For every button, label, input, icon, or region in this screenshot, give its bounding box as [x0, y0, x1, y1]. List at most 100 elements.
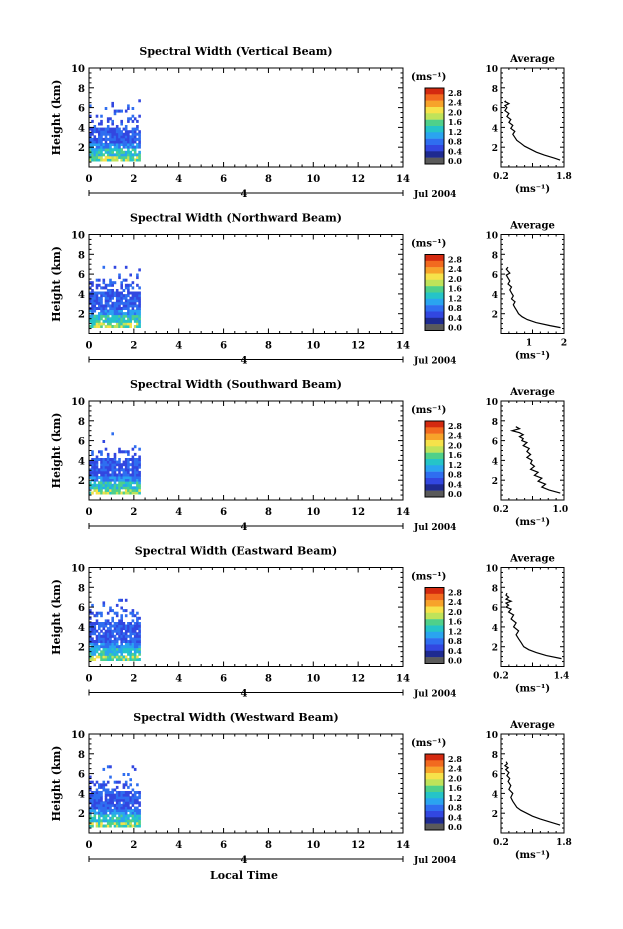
- heatmap-cell: [95, 629, 99, 633]
- heatmap-cell: [118, 622, 121, 625]
- heatmap-cell: [122, 634, 126, 638]
- heatmap-cell: [91, 476, 94, 479]
- heatmap-cell: [104, 788, 108, 792]
- heatmap-cell: [133, 140, 137, 144]
- heatmap-cell: [104, 491, 108, 495]
- heatmap-cell: [129, 481, 132, 485]
- heatmap-cell: [136, 317, 139, 321]
- colorbar-segment: [425, 94, 444, 101]
- heatmap-cell: [106, 819, 110, 823]
- heatmap-cell: [131, 132, 135, 136]
- heatmap-cell: [120, 317, 123, 321]
- heatmap-cell: [98, 317, 101, 321]
- heatmap-cell: [111, 289, 114, 292]
- heatmap-cell: [133, 806, 137, 810]
- heatmap-cell: [136, 811, 139, 815]
- heatmap-cell: [136, 624, 139, 628]
- heatmap-cell: [100, 488, 103, 492]
- heatmap-cell: [138, 99, 141, 103]
- x-tick-label: 4: [175, 674, 182, 685]
- heatmap-cell: [95, 645, 99, 649]
- heatmap-cell: [129, 143, 132, 146]
- heatmap-cell: [120, 140, 123, 144]
- heatmap-cell: [122, 476, 126, 479]
- heatmap-cell: [136, 819, 139, 823]
- heatmap-cell: [133, 816, 137, 820]
- heatmap-cell: [111, 814, 114, 818]
- x-tick-label: 2: [130, 507, 137, 518]
- heatmap-cell: [127, 627, 130, 631]
- heatmap-cell: [115, 135, 119, 139]
- heatmap-cell: [127, 824, 130, 828]
- heatmap-cell: [98, 299, 101, 303]
- heatmap-cell: [129, 309, 132, 313]
- heatmap-cell: [106, 325, 110, 328]
- heatmap-cell: [111, 137, 114, 141]
- y-axis-label: Height (km): [50, 413, 63, 489]
- heatmap-cell: [91, 127, 94, 131]
- heatmap-cell: [111, 793, 114, 797]
- heatmap-cell: [111, 465, 114, 469]
- heatmap-cell: [118, 458, 121, 461]
- profile-x-axis-label: (ms⁻¹): [515, 684, 550, 695]
- x-tick-label: 12: [351, 174, 365, 185]
- heatmap-cell: [138, 801, 141, 805]
- heatmap-cell: [109, 143, 112, 146]
- heatmap-cell: [113, 647, 117, 651]
- colorbar-segment: [425, 792, 444, 799]
- heatmap-cell: [102, 132, 106, 136]
- heatmap-cell: [100, 150, 103, 154]
- profile-x-tick-label: 0.2: [493, 838, 509, 848]
- heatmap-cell: [122, 304, 126, 308]
- heatmap-cell: [120, 143, 123, 146]
- heatmap-cell: [136, 283, 139, 287]
- colorbar-segment: [425, 478, 444, 485]
- heatmap-cell: [106, 158, 110, 162]
- heatmap-cell: [91, 158, 94, 162]
- heatmap-cell: [138, 793, 141, 797]
- colorbar-frame: [424, 254, 445, 331]
- heatmap-cell: [102, 481, 106, 485]
- heatmap-cell: [127, 309, 130, 313]
- heatmap-cell: [104, 655, 108, 659]
- heatmap-cell: [118, 793, 121, 797]
- heatmap-cell: [104, 796, 108, 800]
- heatmap-cell: [98, 325, 101, 328]
- colorbar-segment: [425, 811, 444, 818]
- colorbar-tick-label: 0.8: [448, 470, 462, 480]
- profile-y-tick-label: 2: [492, 644, 498, 654]
- heatmap-cell: [122, 460, 126, 464]
- profile-y-tick-label: 10: [485, 398, 498, 408]
- colorbar-segment: [425, 798, 444, 805]
- heatmap-cell: [111, 645, 114, 649]
- heatmap-cell: [100, 652, 103, 656]
- heatmap-cell: [129, 468, 132, 472]
- heatmap-cell: [122, 627, 126, 631]
- heatmap-cell: [122, 483, 126, 487]
- heatmap-cell: [111, 640, 114, 643]
- heatmap-cell: [113, 652, 117, 656]
- y-axis-label: Height (km): [50, 746, 63, 822]
- y-tick-label: 8: [78, 250, 85, 261]
- heatmap-cell: [102, 148, 106, 152]
- panel-title: Spectral Width (Vertical Beam): [139, 45, 332, 58]
- heatmap-cell: [98, 627, 101, 631]
- heatmap-cell: [109, 634, 112, 638]
- heatmap-cell: [127, 629, 130, 633]
- heatmap-cell: [124, 265, 128, 269]
- heatmap-cell: [106, 803, 110, 807]
- heatmap-cell: [131, 114, 135, 118]
- heatmap-cell: [93, 473, 97, 477]
- heatmap-cell: [98, 145, 101, 149]
- heatmap-cell: [129, 304, 132, 308]
- heatmap-cell: [111, 458, 114, 461]
- heatmap-cell: [118, 137, 121, 141]
- heatmap-cell: [100, 153, 103, 157]
- heatmap-cell: [109, 458, 112, 461]
- heatmap-cell: [124, 307, 128, 310]
- heatmap-cell: [91, 816, 94, 820]
- heatmap-cell: [98, 645, 101, 649]
- heatmap-cell: [136, 153, 139, 157]
- heatmap-cell: [138, 642, 141, 646]
- profile-y-tick-label: 6: [492, 271, 498, 281]
